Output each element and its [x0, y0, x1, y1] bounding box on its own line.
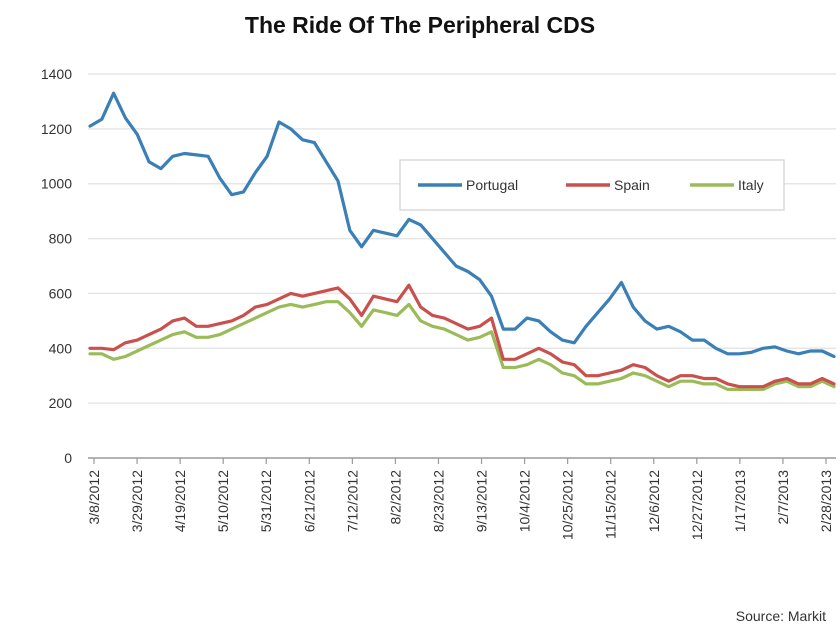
gridlines	[88, 73, 836, 404]
series-line-spain	[88, 283, 836, 389]
series-line-portugal	[88, 91, 836, 359]
chart-title: The Ride Of The Peripheral CDS	[244, 12, 596, 38]
legend-label-portugal: Portugal	[466, 177, 518, 193]
y-tick-label: 1200	[41, 121, 72, 137]
x-tick-label: 1/17/2013	[732, 470, 748, 532]
x-tick-label: 10/25/2012	[560, 470, 576, 540]
legend-label-italy: Italy	[738, 177, 764, 193]
x-tick-label: 5/31/2012	[258, 470, 274, 532]
y-tick-label: 600	[49, 285, 73, 301]
series-lines	[88, 91, 836, 391]
y-tick-label: 400	[49, 340, 73, 356]
x-tick-label: 6/21/2012	[301, 470, 317, 532]
y-tick-label: 200	[49, 395, 73, 411]
x-tick-label: 3/8/2012	[86, 470, 102, 525]
x-tick-label: 4/19/2012	[172, 470, 188, 532]
x-tick-label: 2/28/2013	[818, 470, 834, 532]
x-tick-label: 11/15/2012	[603, 470, 619, 539]
x-tick-label: 8/23/2012	[430, 470, 446, 532]
y-tick-label: 1400	[41, 66, 72, 82]
x-tick-label: 8/2/2012	[387, 470, 403, 525]
legend-label-spain: Spain	[614, 177, 650, 193]
x-tick-label: 10/4/2012	[517, 470, 533, 532]
x-tick-label: 3/29/2012	[129, 470, 145, 532]
y-tick-label: 0	[64, 450, 72, 466]
y-tick-label: 1000	[41, 176, 72, 192]
x-tick-label: 12/27/2012	[689, 470, 705, 540]
source-note: Source: Markit	[735, 608, 826, 624]
axes: 0 200 400 600 800 1000 1200 1400 3/8/2012 3/29/20…	[41, 66, 836, 540]
legend: Portugal Spain Italy	[399, 159, 785, 211]
x-tick-label: 7/12/2012	[344, 470, 360, 532]
x-tick-label: 9/13/2012	[474, 470, 490, 532]
series-line-italy	[88, 300, 836, 391]
y-tick-label: 800	[49, 231, 73, 247]
x-tick-label: 12/6/2012	[646, 470, 662, 532]
x-tick-label: 5/10/2012	[215, 470, 231, 532]
x-tick-label: 2/7/2013	[775, 470, 791, 525]
